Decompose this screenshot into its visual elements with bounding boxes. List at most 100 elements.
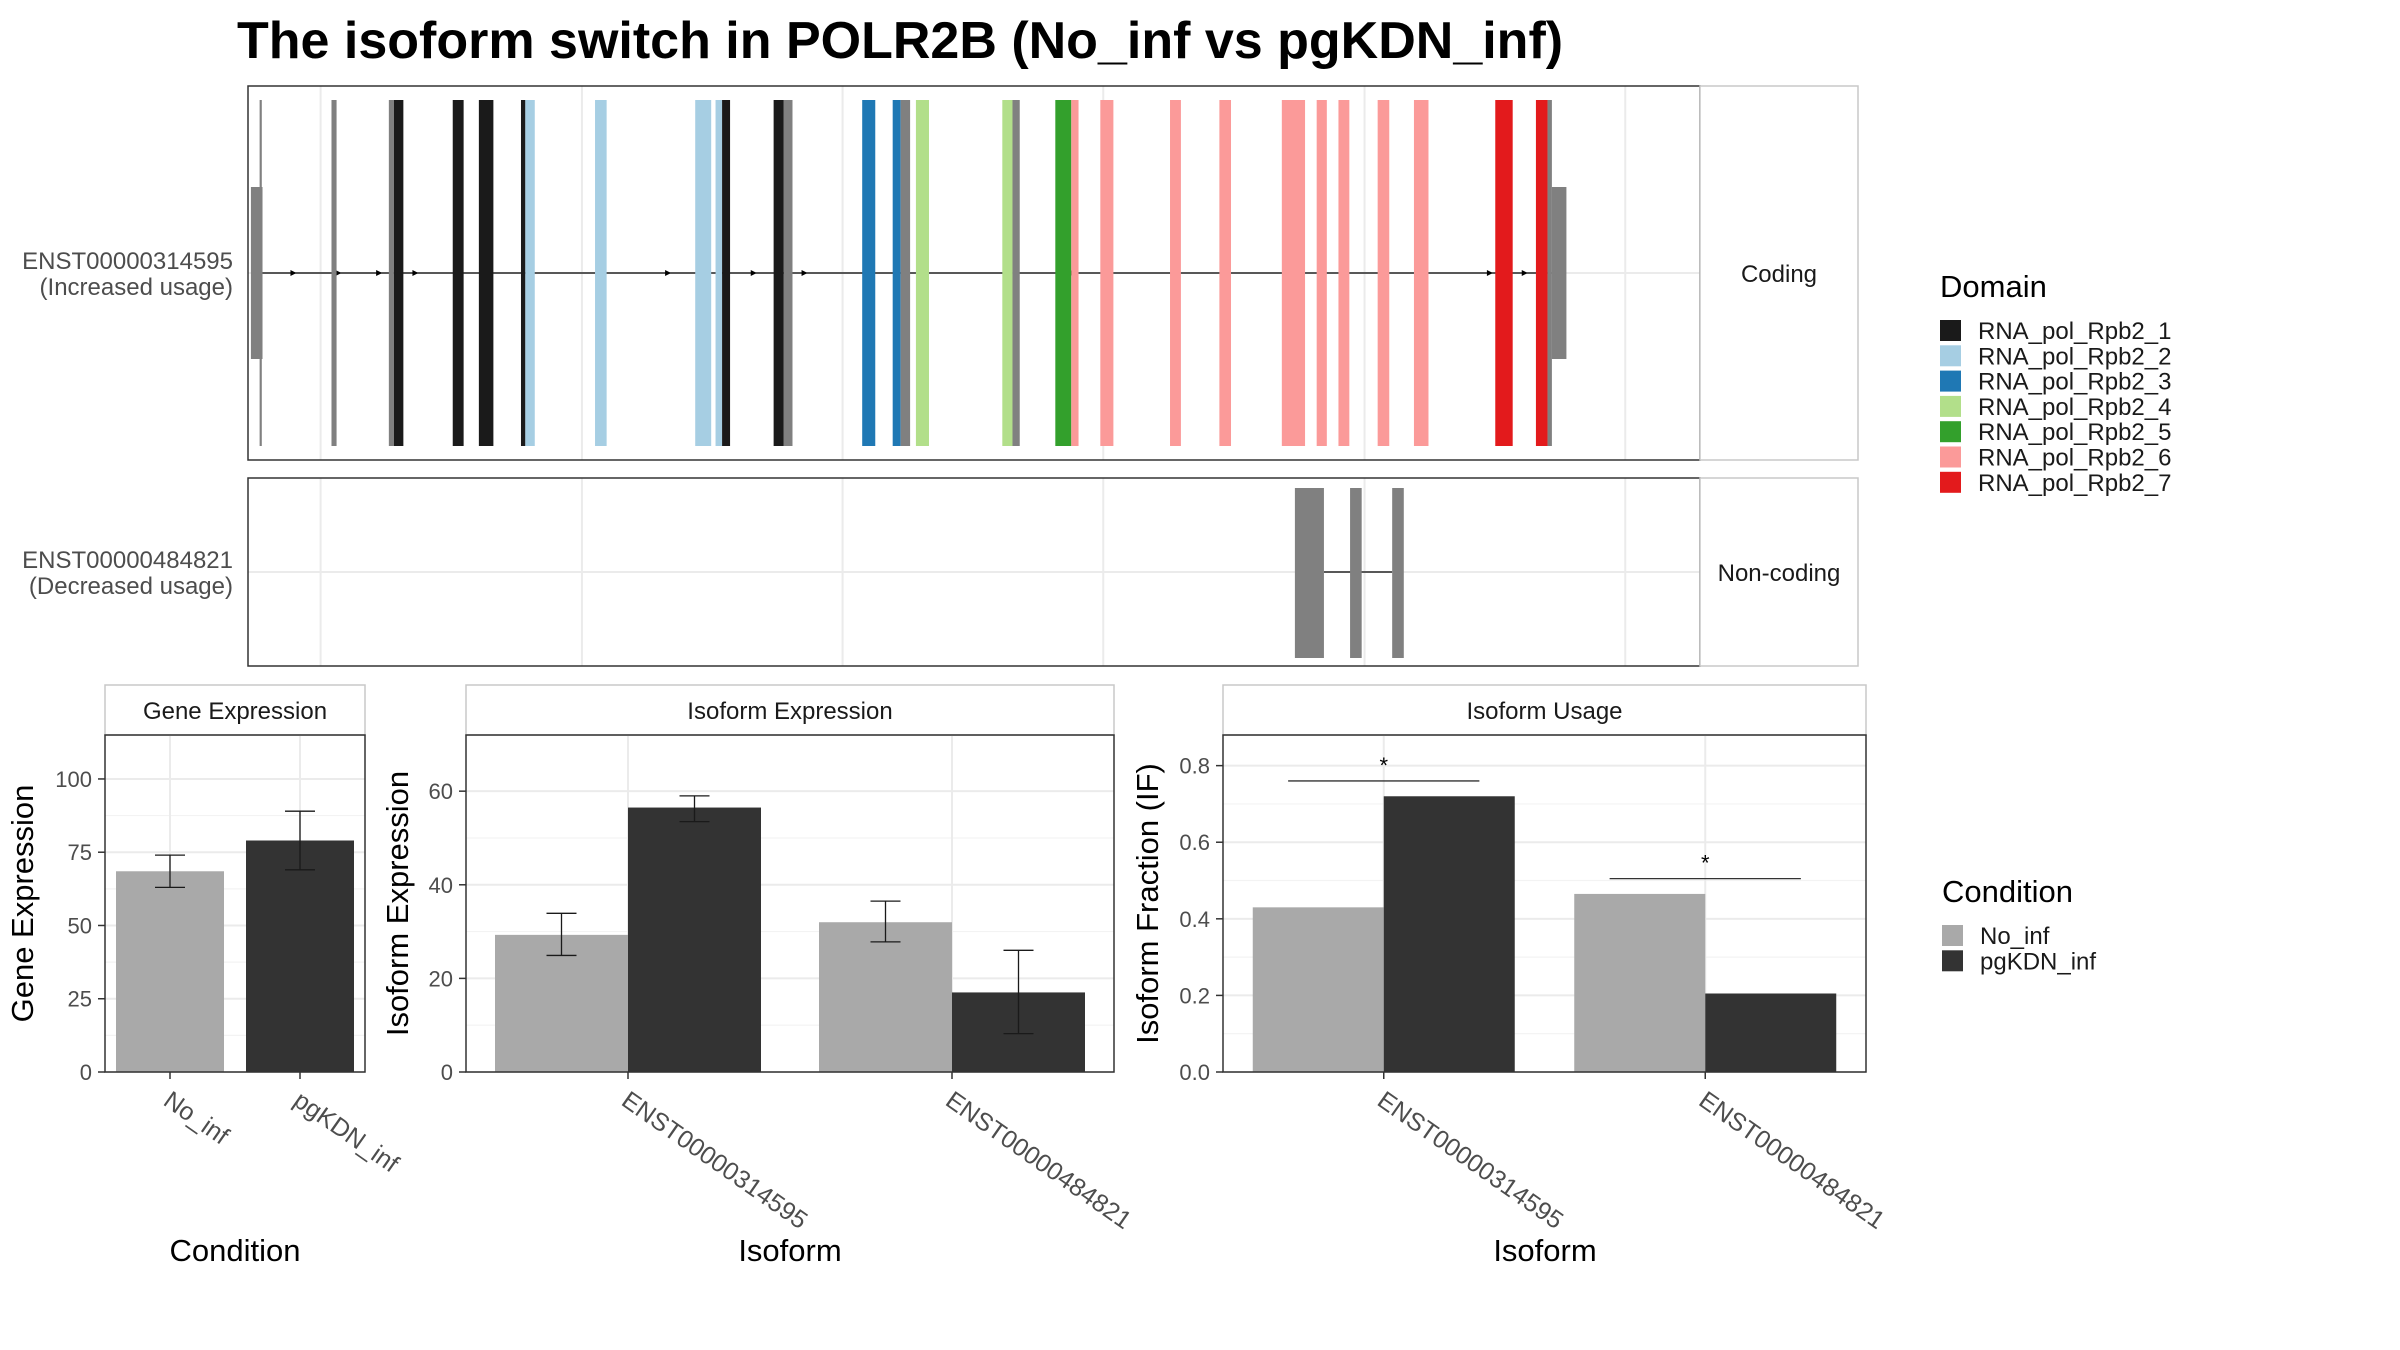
exon-block bbox=[520, 100, 526, 446]
direction-arrow bbox=[376, 270, 383, 276]
legend-swatch bbox=[1940, 345, 1961, 367]
y-tick-label: 0.4 bbox=[1179, 907, 1210, 932]
facet-strip bbox=[465, 684, 1115, 736]
exon-block bbox=[331, 100, 337, 446]
y-tick-label: 100 bbox=[55, 767, 92, 792]
exon-block bbox=[1377, 100, 1390, 446]
exon-block bbox=[1100, 100, 1114, 446]
legend-item-label: RNA_pol_Rpb2_6 bbox=[1978, 445, 2171, 472]
exon-block bbox=[862, 100, 876, 446]
panel-title: Isoform Expression bbox=[687, 698, 892, 725]
y-tick-label: 25 bbox=[68, 987, 92, 1012]
exon-block bbox=[773, 100, 784, 446]
exon-block bbox=[1316, 100, 1327, 446]
significance-label: * bbox=[1701, 851, 1710, 876]
y-tick-label: 75 bbox=[68, 840, 92, 865]
legend-item-label: RNA_pol_Rpb2_2 bbox=[1978, 343, 2171, 370]
bar-chart-panel: Gene Expression 0 25 50 75 100 No_inf pgKDN_inf… bbox=[5, 684, 404, 1268]
exon-block bbox=[1392, 488, 1404, 658]
y-axis-title: Isoform Fraction (IF) bbox=[1130, 763, 1165, 1044]
exon-block bbox=[1219, 100, 1232, 446]
x-tick-label: ENST00000484821 bbox=[941, 1086, 1137, 1235]
direction-arrow bbox=[750, 270, 757, 276]
direction-arrow bbox=[665, 270, 672, 276]
legend-item-label: RNA_pol_Rpb2_4 bbox=[1978, 394, 2171, 421]
utr-block bbox=[250, 187, 263, 359]
y-axis-title: Isoform Expression bbox=[380, 771, 415, 1036]
utr-block bbox=[1551, 187, 1567, 359]
x-axis-title: Condition bbox=[170, 1233, 301, 1268]
exon-block bbox=[1071, 100, 1079, 446]
exon-block bbox=[388, 100, 394, 446]
transcript-tracks: Coding ENST00000314595(Increased usage) No… bbox=[22, 85, 1859, 667]
y-tick-label: 0.2 bbox=[1179, 983, 1210, 1008]
legend-item-label: RNA_pol_Rpb2_7 bbox=[1978, 470, 2171, 497]
transcript-panel: Non-coding ENST00000484821(Decreased usag… bbox=[22, 477, 1859, 667]
legend-swatch bbox=[1940, 395, 1961, 417]
facet-strip bbox=[1699, 85, 1859, 461]
y-axis-title: Gene Expression bbox=[5, 785, 40, 1023]
panel-border bbox=[1222, 734, 1867, 1073]
legend-swatch bbox=[1940, 320, 1961, 341]
y-tick-label: 50 bbox=[68, 913, 92, 938]
exon-block bbox=[722, 100, 731, 446]
transcript-panel: Coding ENST00000314595(Increased usage) bbox=[22, 85, 1859, 461]
direction-arrow bbox=[290, 270, 297, 276]
direction-arrow bbox=[412, 270, 419, 276]
bar-chart-panel: Isoform Expression 0 20 40 60 ENST00000314595… bbox=[380, 684, 1137, 1268]
exon-block bbox=[1350, 488, 1362, 658]
bar-chart-panels: Gene Expression 0 25 50 75 100 No_inf pgKDN_inf… bbox=[5, 684, 1890, 1268]
direction-arrow bbox=[335, 270, 342, 276]
exon-block bbox=[915, 100, 929, 446]
facet-strip bbox=[1699, 477, 1859, 667]
legend-swatch bbox=[1940, 370, 1961, 392]
y-tick-label: 0.8 bbox=[1179, 754, 1210, 779]
bar-chart-panel: Isoform Usage 0.0 0.2 0.4 0.6 0.8 * * ENST000003… bbox=[1130, 684, 1890, 1268]
exon-block bbox=[393, 100, 404, 446]
y-tick-label: 0.0 bbox=[1179, 1060, 1210, 1085]
exon-block bbox=[1012, 100, 1020, 446]
transcript-id-label: ENST00000484821 bbox=[22, 547, 233, 574]
exon-block bbox=[1413, 100, 1429, 446]
domain-legend: DomainRNA_pol_Rpb2_1RNA_pol_Rpb2_2RNA_po… bbox=[1940, 269, 2171, 497]
exon-block bbox=[1170, 100, 1181, 446]
bar bbox=[628, 807, 761, 1072]
panel-title: Isoform Usage bbox=[1466, 698, 1622, 725]
panel-title: Gene Expression bbox=[143, 698, 327, 725]
transcript-id-label: ENST00000314595 bbox=[22, 248, 233, 275]
exon-block bbox=[1535, 100, 1548, 446]
facet-strip-label: Non-coding bbox=[1718, 560, 1841, 587]
figure-title: The isoform switch in POLR2B (No_inf vs … bbox=[237, 12, 1563, 70]
x-axis-title: Isoform bbox=[738, 1233, 841, 1268]
bar bbox=[1383, 796, 1515, 1072]
y-tick-label: 0 bbox=[80, 1060, 92, 1085]
direction-arrow bbox=[1521, 270, 1528, 276]
facet-strip bbox=[104, 684, 366, 736]
facet-strip-label: Coding bbox=[1741, 261, 1817, 288]
y-tick-label: 60 bbox=[429, 779, 453, 804]
y-tick-label: 0.6 bbox=[1179, 830, 1210, 855]
y-tick-label: 40 bbox=[429, 873, 453, 898]
bar bbox=[819, 922, 952, 1072]
exon-block bbox=[1055, 100, 1072, 446]
legend-title: Domain bbox=[1940, 269, 2047, 304]
bar bbox=[1574, 893, 1706, 1072]
exon-block bbox=[452, 100, 464, 446]
direction-arrow bbox=[801, 270, 808, 276]
legend-item-label: No_inf bbox=[1980, 923, 2050, 950]
exon-block bbox=[1294, 488, 1324, 658]
y-tick-label: 20 bbox=[429, 966, 453, 991]
bar bbox=[1252, 907, 1384, 1072]
transcript-usage-label: (Increased usage) bbox=[40, 274, 233, 301]
x-tick-label: ENST00000314595 bbox=[617, 1086, 813, 1235]
x-axis-title: Isoform bbox=[1493, 1233, 1596, 1268]
legend-swatch bbox=[1940, 421, 1961, 443]
transcript-usage-label: (Decreased usage) bbox=[29, 573, 233, 600]
legend-swatch bbox=[1942, 925, 1963, 946]
legend-item-label: RNA_pol_Rpb2_1 bbox=[1978, 318, 2171, 345]
exon-block bbox=[525, 100, 535, 446]
exon-block bbox=[259, 100, 262, 446]
legend-item-label: RNA_pol_Rpb2_3 bbox=[1978, 369, 2171, 396]
x-tick-label: No_inf bbox=[159, 1086, 234, 1150]
